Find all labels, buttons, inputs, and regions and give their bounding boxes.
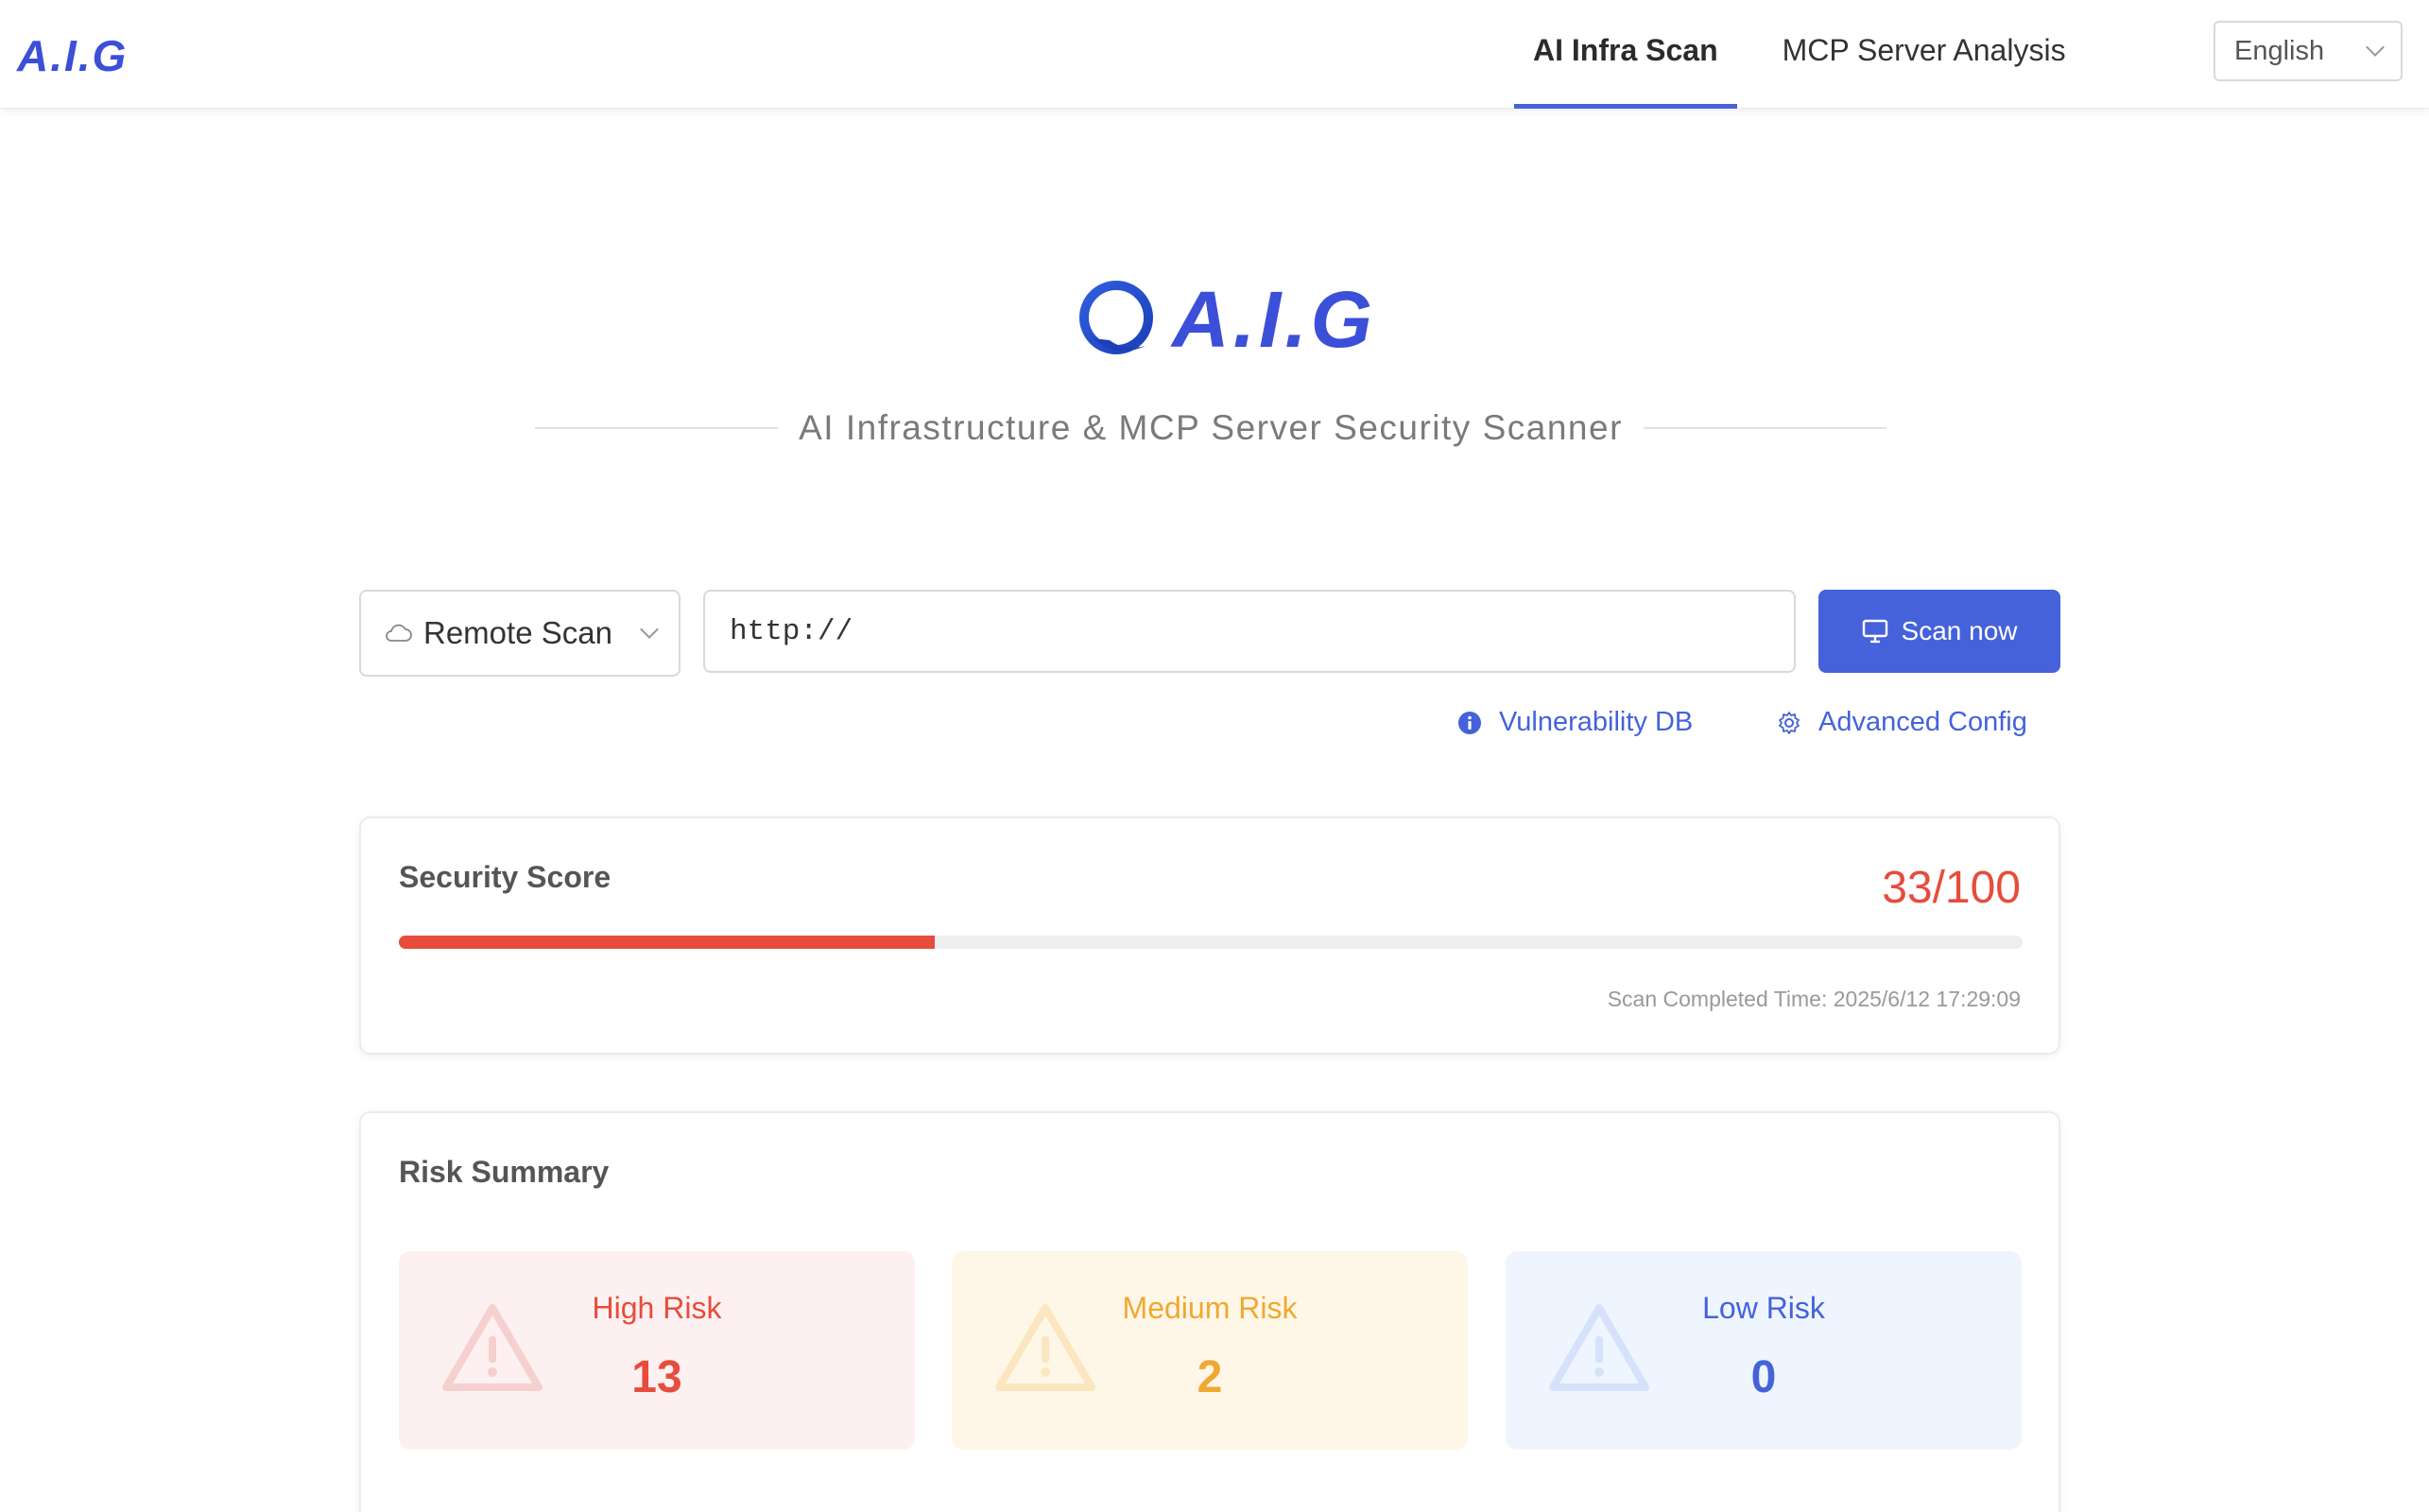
tagline-row: AI Infrastructure & MCP Server Security … [535,408,1886,448]
high-risk-box[interactable]: High Risk 13 [399,1251,915,1450]
tab-ai-infra-scan[interactable]: AI Infra Scan [1514,0,1737,109]
divider [535,427,779,429]
low-risk-box[interactable]: Low Risk 0 [1506,1251,2022,1450]
main-nav: AI Infra Scan MCP Server Analysis [1514,0,2111,109]
advanced-config-label: Advanced Config [1818,707,2027,737]
scan-now-button[interactable]: Scan now [1818,590,2060,673]
medium-risk-box[interactable]: Medium Risk 2 [952,1251,1468,1450]
gear-icon [1779,711,1800,734]
warning-triangle-icon [442,1304,543,1391]
high-risk-count: 13 [631,1352,682,1402]
hero-logo: A.I.G [1076,274,1376,366]
high-risk-label: High Risk [592,1291,722,1325]
brand-logo[interactable]: A.I.G [17,31,129,80]
info-icon [1458,711,1481,734]
security-score-card: Security Score 33/100 Scan Completed Tim… [359,816,2060,1055]
scan-completed-time: Scan Completed Time: 2025/6/12 17:29:09 [1607,987,2021,1011]
risk-summary-card: Risk Summary High Risk 13 Medium Risk 2 … [359,1111,2060,1512]
low-risk-count: 0 [1750,1352,1777,1402]
vulnerability-db-label: Vulnerability DB [1499,707,1694,737]
divider [1643,427,1886,429]
monitor-icon [1862,619,1887,644]
vulnerability-db-link[interactable]: Vulnerability DB [1457,707,1693,738]
hero-logo-text: A.I.G [1172,275,1377,364]
security-score-value: 33/100 [1882,863,2021,913]
language-select-value: English [2234,35,2325,66]
security-score-title: Security Score [399,860,612,894]
warning-triangle-icon [995,1304,1095,1391]
chevron-down-icon [640,620,659,639]
scan-type-select[interactable]: Remote Scan [359,590,680,677]
security-score-bar [399,936,2023,949]
top-navbar: A.I.G AI Infra Scan MCP Server Analysis … [0,0,2429,109]
aig-logo-mark-icon [1079,280,1153,354]
security-score-bar-fill [399,936,935,949]
chevron-down-icon [2366,38,2385,57]
risk-summary-title: Risk Summary [399,1155,610,1189]
warning-triangle-icon [1549,1304,1649,1391]
advanced-config-link[interactable]: Advanced Config [1777,707,2027,738]
cloud-icon [386,624,412,642]
tab-mcp-server-analysis[interactable]: MCP Server Analysis [1782,33,2066,67]
low-risk-label: Low Risk [1702,1291,1825,1325]
scan-now-label: Scan now [1901,616,2018,645]
scan-type-value: Remote Scan [423,615,612,650]
tagline: AI Infrastructure & MCP Server Security … [799,408,1623,447]
target-url-input[interactable] [703,590,1796,673]
medium-risk-count: 2 [1197,1352,1223,1402]
medium-risk-label: Medium Risk [1122,1291,1298,1325]
language-select[interactable]: English [2214,21,2403,81]
